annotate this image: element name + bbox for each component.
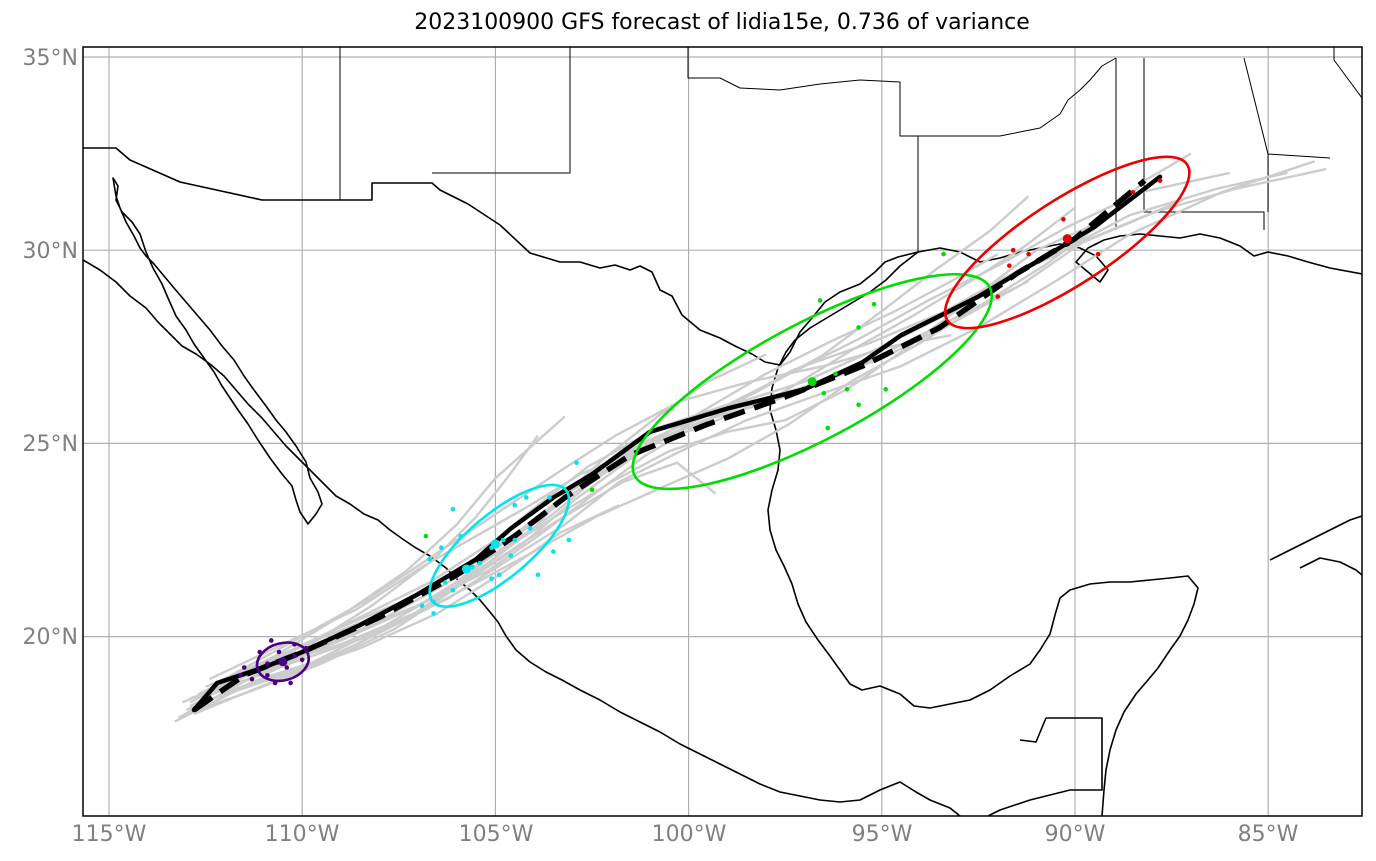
member-position-point [439,545,444,551]
member-position-point [265,661,270,666]
member-position-point [238,672,243,678]
pacific-coast-north [83,147,919,366]
mean-position-point [490,539,500,549]
day-4-spread-group [943,155,1191,330]
member-position-point [249,676,255,682]
lon-tick-label: 105°W [459,822,534,847]
lat-tick-label: 20°N [23,625,78,650]
day-3-spread-group [423,251,994,539]
member-position-point [551,549,556,554]
lon-tick-label: 95°W [852,822,913,847]
member-position-point [489,576,494,581]
member-position-point [883,387,888,392]
day-2-uncertainty-ellipse [428,483,571,609]
member-position-point [419,603,425,608]
lat-tick-label: 30°N [23,239,78,264]
member-position-point [241,665,247,670]
member-position-point [535,572,541,578]
member-position-point [512,537,518,543]
member-position-point [265,672,270,678]
lat-tick-label: 25°N [23,432,78,457]
member-position-point [268,638,274,643]
lon-tick-label: 100°W [652,822,727,847]
member-position-point [821,390,827,396]
member-position-point [508,553,514,558]
us-state-borders [339,47,1362,252]
member-position-point [427,557,433,562]
member-position-point [1010,247,1016,253]
member-position-point [817,298,823,303]
lon-tick-label: 85°W [1238,822,1299,847]
uncertainty-ellipses [238,155,1191,686]
mean-position-point [278,657,288,667]
member-position-point [450,587,456,593]
member-position-point [566,537,572,543]
day-4-uncertainty-ellipse [943,155,1191,330]
member-position-point [833,371,838,377]
member-position-point [469,564,475,570]
member-position-point [431,611,436,616]
plot-frame [82,46,1363,817]
member-position-point [1061,216,1066,222]
member-position-point [284,665,290,670]
mexico-pacific-coast [83,259,961,816]
member-position-point [995,294,1001,299]
day-1-uncertainty-ellipse [255,641,311,683]
member-position-point [589,487,595,493]
member-position-point [423,533,429,539]
lon-tick-label: 115°W [72,822,147,847]
ensemble-track [201,504,620,704]
member-position-point [825,425,831,431]
member-position-point [1007,263,1012,268]
ensemble-track [185,195,1030,712]
member-position-point [276,649,282,655]
member-position-point [442,580,448,585]
guatemala-border [987,717,1103,816]
day-1-spread-group [238,638,311,686]
member-position-point [856,402,861,408]
ensemble-track [181,218,1107,704]
member-position-point [512,502,518,508]
lat-tick-label: 35°N [23,46,78,71]
lon-tick-label: 90°W [1045,822,1106,847]
deterministic-track [191,174,1163,713]
member-position-point [547,495,552,500]
member-position-point [288,680,293,686]
member-position-point [941,251,946,257]
member-position-point [574,460,579,466]
us-mexico-border [83,147,432,201]
axis-tick-labels: 115°W 110°W 105°W 100°W 95°W 90°W 85°W 3… [23,46,1299,847]
member-position-point [1026,251,1031,257]
ensemble-track [216,334,952,685]
belize-coast [1019,717,1047,743]
member-position-point [450,506,456,512]
member-position-point [477,560,483,566]
cuba [1269,515,1362,576]
mean-position-point [1062,234,1072,244]
day-2-spread-group [419,460,579,616]
member-position-point [527,526,533,531]
member-position-point [1095,251,1101,257]
map-title: 2023100900 GFS forecast of lidia15e, 0.7… [414,10,1030,35]
graticule [83,47,1362,816]
lon-tick-label: 110°W [265,822,340,847]
mexico-gulf-coast [767,251,1199,816]
member-position-point [844,387,850,392]
mean-position-point [807,377,817,387]
baja-peninsula [112,177,323,525]
member-position-point [1130,189,1136,195]
member-position-point [461,564,471,574]
member-position-point [856,325,861,330]
member-position-point [292,653,297,659]
member-position-point [500,537,506,543]
member-position-point [524,495,529,500]
member-position-point [496,572,502,578]
member-position-point [299,657,305,663]
member-position-point [871,301,877,307]
ensemble-track [197,415,566,696]
member-position-point [1157,178,1163,183]
day-3-uncertainty-ellipse [631,272,994,491]
